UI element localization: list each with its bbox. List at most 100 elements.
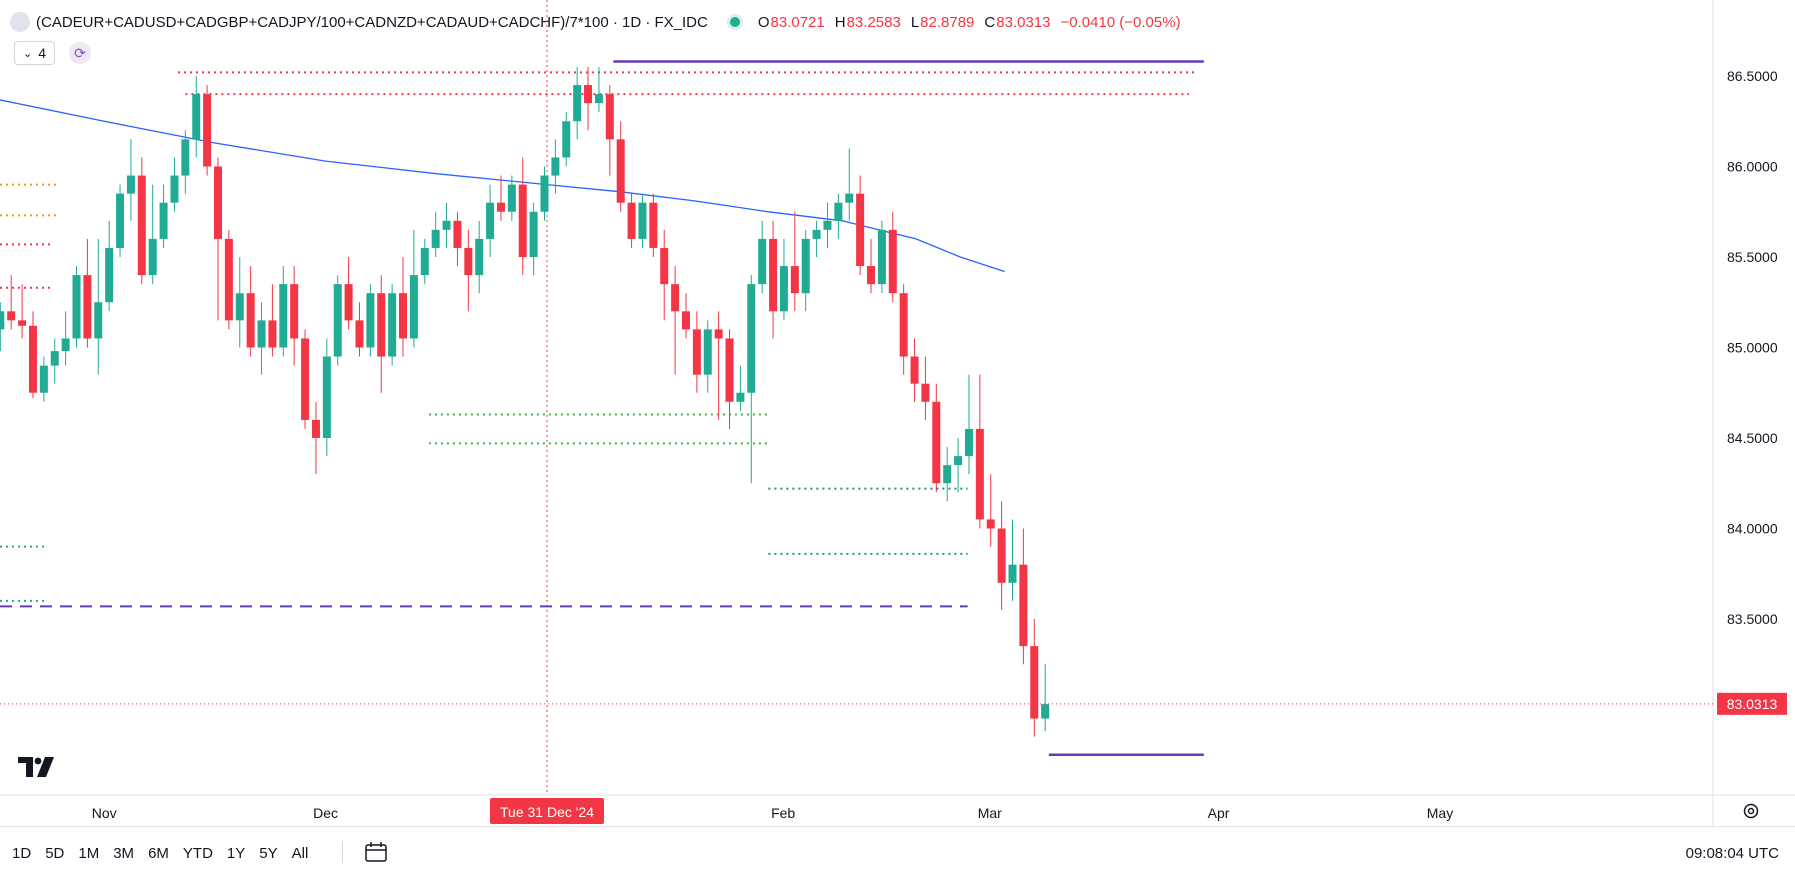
- candle-body: [355, 320, 364, 348]
- candle-body: [464, 247, 473, 276]
- bottom-toolbar: 1D 5D 1M 3M 6M YTD 1Y 5Y All 09:08:04 UTC: [0, 826, 1795, 881]
- range-button-1y[interactable]: 1Y: [226, 845, 246, 862]
- candle-body: [420, 247, 429, 276]
- range-button-all[interactable]: All: [291, 845, 309, 862]
- y-tick-label: 84.5000: [1727, 430, 1778, 446]
- candle-body: [7, 311, 16, 321]
- candle-body: [758, 238, 767, 285]
- candle-body: [616, 139, 625, 203]
- y-tick-label: 86.0000: [1727, 159, 1778, 175]
- candle-body: [660, 247, 669, 285]
- candle-body: [224, 238, 233, 321]
- candle-body: [910, 356, 919, 384]
- candle-body: [1041, 704, 1050, 719]
- candle-body: [268, 320, 277, 348]
- x-tick-label: May: [1427, 805, 1453, 821]
- candle-body: [507, 184, 516, 212]
- candle-body: [540, 175, 549, 212]
- chevron-down-icon: ⌄: [23, 47, 33, 60]
- high-value: 83.2583: [846, 13, 901, 31]
- open-label: O: [757, 13, 770, 31]
- candle-body: [442, 220, 451, 230]
- x-tick-label: Dec: [313, 805, 338, 821]
- market-status-icon[interactable]: [729, 17, 740, 27]
- candle-body: [725, 338, 734, 402]
- range-button-5y[interactable]: 5Y: [259, 845, 278, 862]
- close-value: 83.0313: [996, 13, 1051, 31]
- candle-body: [703, 329, 712, 375]
- candle-body: [954, 456, 963, 466]
- candle-body: [409, 275, 418, 339]
- x-tick-label: Nov: [92, 805, 117, 821]
- candle-body: [986, 519, 995, 529]
- candle-body: [399, 293, 408, 339]
- candle-body: [562, 121, 571, 158]
- candle-body: [486, 202, 495, 239]
- candle-body: [105, 247, 114, 303]
- candle-body: [790, 266, 799, 294]
- low-value: 82.8789: [920, 13, 975, 31]
- indicators-count: 4: [38, 45, 47, 61]
- utc-clock[interactable]: 09:08:04 UTC: [1685, 845, 1779, 862]
- last-price-badge: [1717, 692, 1787, 715]
- candle-body: [997, 528, 1006, 583]
- sync-icon[interactable]: ⟳: [69, 42, 92, 64]
- low-label: L: [910, 13, 920, 31]
- candle-body: [290, 284, 299, 339]
- candle-body: [964, 428, 973, 457]
- candle-body: [518, 184, 527, 257]
- candle-body: [496, 202, 505, 212]
- candle-body: [0, 311, 5, 330]
- candle-body: [246, 293, 255, 348]
- candle-body: [377, 293, 386, 357]
- candle-body: [899, 293, 908, 357]
- x-tick-label: Feb: [771, 805, 795, 821]
- open-value: 83.0721: [770, 13, 825, 31]
- high-label: H: [834, 13, 846, 31]
- candle-body: [529, 211, 538, 257]
- symbol-title[interactable]: (CADEUR+CADUSD+CADGBP+CADJPY/100+CADNZD+…: [36, 13, 708, 31]
- candle-body: [714, 329, 723, 339]
- candle-body: [605, 94, 614, 140]
- range-button-1d[interactable]: 1D: [12, 845, 32, 862]
- x-tick-label: Apr: [1208, 805, 1230, 821]
- candle-body: [475, 238, 484, 276]
- candle-body: [311, 419, 320, 438]
- candle-body: [769, 238, 778, 312]
- candle-body: [181, 139, 190, 176]
- candle-body: [736, 392, 745, 402]
- candle-body: [50, 351, 59, 366]
- toolbar-divider: [342, 841, 343, 863]
- candle-body: [431, 229, 440, 248]
- candle-body: [573, 85, 582, 122]
- range-button-6m[interactable]: 6M: [148, 845, 169, 862]
- candle-body: [366, 293, 375, 348]
- range-button-1m[interactable]: 1M: [78, 845, 100, 862]
- candle-body: [453, 220, 462, 248]
- candle-body: [137, 175, 146, 276]
- settings-gear-icon[interactable]: [1742, 802, 1760, 820]
- price-chart[interactable]: 86.5000 86.0000 85.5000 85.0000 84.5000 84.00…: [0, 0, 1795, 826]
- x-tick-label: Mar: [978, 805, 1002, 821]
- y-tick-label: 86.5000: [1727, 68, 1778, 84]
- tradingview-logo-icon: [18, 757, 54, 777]
- y-tick-label: 85.0000: [1727, 340, 1778, 356]
- candle-body: [856, 193, 865, 267]
- calendar-goto-icon[interactable]: [364, 841, 388, 863]
- candle-body: [322, 356, 331, 438]
- close-label: C: [984, 13, 996, 31]
- range-button-5d[interactable]: 5D: [45, 845, 65, 862]
- candle-body: [83, 275, 92, 339]
- y-tick-label: 85.5000: [1727, 249, 1778, 265]
- candle-body: [203, 94, 212, 167]
- candle-body: [921, 383, 930, 402]
- y-tick-label: 84.0000: [1727, 521, 1778, 537]
- candle-body: [72, 275, 81, 339]
- candle-body: [671, 284, 680, 312]
- candle-body: [388, 293, 397, 357]
- candle-body: [344, 284, 353, 321]
- indicators-toggle-button[interactable]: ⌄ 4: [14, 41, 56, 65]
- range-button-ytd[interactable]: YTD: [182, 845, 213, 862]
- range-button-3m[interactable]: 3M: [113, 845, 135, 862]
- candle-body: [834, 202, 843, 221]
